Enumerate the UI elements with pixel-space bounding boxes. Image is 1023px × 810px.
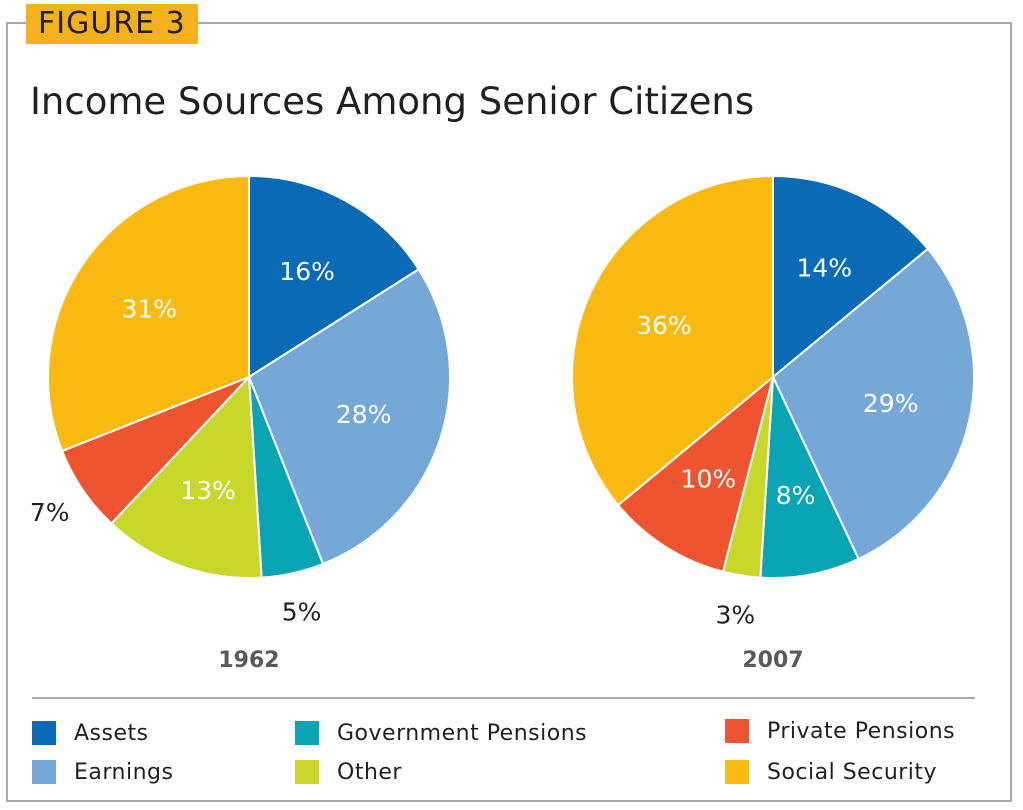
legend-swatch-government-pensions [295,721,319,745]
legend-label-assets: Assets [74,720,149,746]
legend-swatch-earnings [32,760,56,784]
pie-slice-earnings-2007 [771,247,975,561]
legend-label-social-security: Social Security [767,759,938,785]
pie-2007: 14% 29% 8% 3% 10% 36% 2007 [571,174,975,673]
slice-label-assets-2007: 14% [797,253,853,282]
legend-label-private-pensions: Private Pensions [767,718,956,744]
slice-label-other-2007: 3% [715,601,755,630]
pie-year-label-1962: 1962 [218,648,279,673]
slice-label-private-pensions-2007: 10% [681,464,737,493]
pie-slice-assets-2007 [772,174,930,380]
pie-slice-other-1962 [109,374,263,579]
slice-label-earnings-1962: 28% [336,400,392,429]
pie-1962: 16% 28% 5% 13% 7% 31% 1962 [30,174,451,673]
legend-swatch-assets [32,721,56,745]
slice-label-social-security-1962: 31% [122,295,178,324]
legend-item-assets: Assets [32,719,149,747]
legend-item-government-pensions: Government Pensions [295,719,587,747]
pie-slice-private-pensions-2007 [616,374,775,573]
figure-label: FIGURE 3 [26,4,198,44]
slice-label-government-pensions-1962: 5% [282,598,322,627]
legend-item-social-security: Social Security [725,758,937,786]
pie-slice-social-security-1962 [47,174,250,453]
legend-label-earnings: Earnings [74,759,174,785]
legend-swatch-private-pensions [725,719,749,743]
slice-label-private-pensions-1962: 7% [30,498,70,527]
pie-slice-earnings-1962 [247,267,451,566]
legend-swatch-social-security [725,760,749,784]
legend-label-government-pensions: Government Pensions [337,720,588,746]
slice-label-government-pensions-2007: 8% [776,481,816,510]
legend-divider [32,697,975,699]
slice-label-assets-1962: 16% [279,257,335,286]
legend-item-private-pensions: Private Pensions [725,717,955,745]
pie-slice-assets-1962 [248,174,421,379]
chart-title: Income Sources Among Senior Citizens [30,80,755,123]
legend-item-earnings: Earnings [32,758,173,786]
legend-swatch-other [295,760,319,784]
slice-label-earnings-2007: 29% [863,389,919,418]
pie-slice-social-security-2007 [571,174,774,507]
legend-label-other: Other [337,759,402,785]
slice-label-social-security-2007: 36% [636,311,692,340]
pie-slice-government-pensions-2007 [759,376,860,579]
legend-item-other: Other [295,758,402,786]
pie-charts: 16% 28% 5% 13% 7% 31% 1962 14% 29% 8% 3% 10% 36% 2007 [30,174,975,673]
slice-label-other-1962: 13% [180,476,236,505]
figure-frame [6,22,1012,802]
pie-year-label-2007: 2007 [742,648,803,673]
